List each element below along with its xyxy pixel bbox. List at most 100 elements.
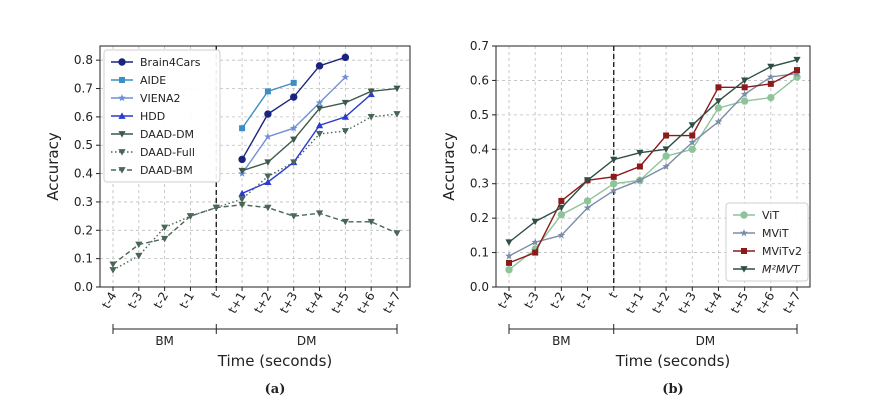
data-point [741,84,748,91]
data-point [341,113,349,120]
data-point [531,238,539,246]
data-point [610,180,618,188]
data-point [186,213,195,220]
data-point [688,138,697,146]
series-line [112,204,398,265]
legend-swatch-marker [740,266,748,273]
data-point [532,249,539,256]
series-brain4cars [238,53,350,164]
data-point [557,204,565,212]
data-point [636,176,644,184]
y-tick-label: 0.3 [470,177,489,191]
y-tick-label: 0.7 [74,82,93,96]
x-tick-label: t-1 [177,290,197,311]
data-point [505,239,513,246]
y-tick-label: 0.6 [74,110,93,124]
data-point [238,201,246,209]
data-point [583,203,592,212]
data-point [662,146,670,153]
data-point [315,121,324,129]
data-point [636,163,643,170]
data-point [557,231,566,239]
legend-label-mvit: MViT [762,227,789,240]
data-point [315,210,324,217]
data-point [393,111,401,118]
data-point [741,77,749,85]
data-point [609,186,618,194]
data-point [109,261,117,268]
data-point [714,98,723,105]
data-point [767,93,775,102]
data-point [505,266,513,274]
x-tick-label: t+3 [277,290,300,316]
legend-label-mvitv2: MViTv2 [762,245,802,258]
x-axis-label: Time (seconds) [615,352,731,370]
data-point [767,63,775,71]
data-point [393,85,401,93]
data-point [315,62,324,70]
legend-swatch-marker [118,131,126,138]
legend-swatch-marker [119,77,125,83]
x-tick-label: t+6 [754,290,777,316]
x-tick-label: t-3 [125,290,145,311]
x-tick-label: t+7 [780,290,803,316]
data-point [289,124,298,132]
data-point [636,149,644,157]
legend-label-vit: ViT [762,209,779,222]
legend-label-hdd: HDD [140,110,165,123]
data-point [238,155,246,164]
y-tick-label: 0.0 [74,280,93,294]
data-point [264,178,272,185]
x-tick-label: t+6 [354,290,377,316]
legend-label-viena2: VIENA2 [140,92,180,105]
data-point [663,132,670,139]
x-tick-label: t+7 [380,290,403,316]
data-point [341,99,349,107]
legend-swatch-marker [740,211,748,219]
data-point [583,197,592,205]
series-line [241,93,372,195]
x-tick-label: t [208,289,223,300]
x-tick-label: t-3 [521,290,541,311]
legend: Brain4Cars AIDE VIENA2 HDD DAAD-DM DAAD-Full D… [103,49,221,183]
data-point [393,230,401,237]
y-tick-label: 0.4 [74,167,93,181]
data-point [109,267,117,274]
y-tick-label: 0.0 [470,280,489,294]
series-vit [505,73,801,274]
data-point [161,235,169,243]
x-tick-label: t+1 [623,290,646,316]
data-point [290,93,298,101]
data-point [740,90,749,98]
data-point [264,132,272,140]
legend-label-brain4cars: Brain4Cars [140,56,201,69]
data-point [315,98,324,106]
data-point [793,69,801,77]
legend-box [103,49,221,183]
legend: ViT MViT MViTv2 M²MVT [725,202,809,282]
legend-swatch-marker [118,149,126,156]
data-point [135,241,143,249]
series-mvit [505,69,801,260]
data-point [689,132,696,139]
x-tick-label: t+5 [329,290,352,316]
data-point [367,114,375,121]
legend-label-daad-dm: DAAD-DM [140,128,194,141]
series-line [112,113,398,271]
x-tick-label: t+4 [702,290,725,316]
x-tick-label: t [606,289,621,300]
y-tick-label: 0.1 [74,252,93,266]
legend-swatch-marker [741,248,747,254]
legend-label-daad-bm: DAAD-BM [140,164,193,177]
x-tick-label: t+2 [251,290,274,316]
data-point [505,252,513,260]
data-point [793,56,801,64]
data-point [290,213,298,220]
y-tick-label: 0.8 [74,53,93,67]
legend-swatch-marker [118,94,126,102]
plot-frame [495,45,811,288]
data-point [290,79,297,86]
data-point [558,197,565,204]
data-point [238,167,246,175]
x-tick-label: t+2 [649,290,672,316]
